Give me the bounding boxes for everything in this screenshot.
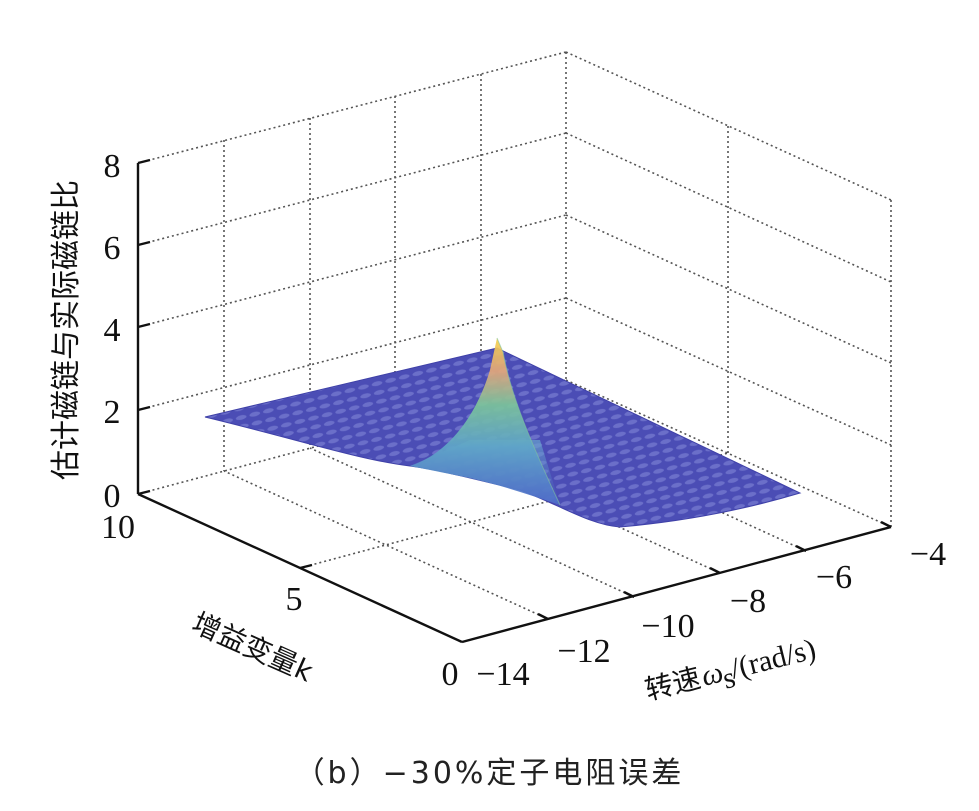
- svg-text:6: 6: [104, 230, 121, 267]
- svg-text:−12: −12: [557, 633, 610, 670]
- axes: [136, 158, 892, 644]
- svg-text:4: 4: [104, 312, 121, 349]
- omega-tick-labels: −14 −12 −10 −8 −6 −4: [476, 536, 946, 693]
- surface: [204, 337, 802, 528]
- z-tick-labels: 0 2 4 6 8: [104, 148, 121, 515]
- svg-text:10: 10: [101, 509, 135, 546]
- svg-text:2: 2: [104, 394, 121, 431]
- svg-text:8: 8: [104, 148, 121, 185]
- svg-text:−10: −10: [641, 608, 694, 645]
- svg-text:−8: −8: [730, 583, 766, 620]
- svg-text:5: 5: [286, 581, 303, 618]
- svg-text:−14: −14: [476, 656, 529, 693]
- svg-text:0: 0: [442, 656, 459, 693]
- svg-text:−6: −6: [816, 559, 852, 596]
- svg-text:0: 0: [104, 478, 121, 515]
- svg-text:转速: 转速: [642, 661, 704, 707]
- k-tick-labels: 10 5 0: [101, 509, 459, 693]
- figure-caption: （b）−30%定子电阻误差: [294, 756, 685, 791]
- svg-text:/(rad/s): /(rad/s): [727, 633, 819, 686]
- z-axis-label: 估计磁链与实际磁链比: [49, 180, 84, 480]
- k-axis-label: 增益变量k: [187, 606, 318, 689]
- back-grid: [137, 51, 892, 620]
- svg-text:−4: −4: [910, 536, 946, 573]
